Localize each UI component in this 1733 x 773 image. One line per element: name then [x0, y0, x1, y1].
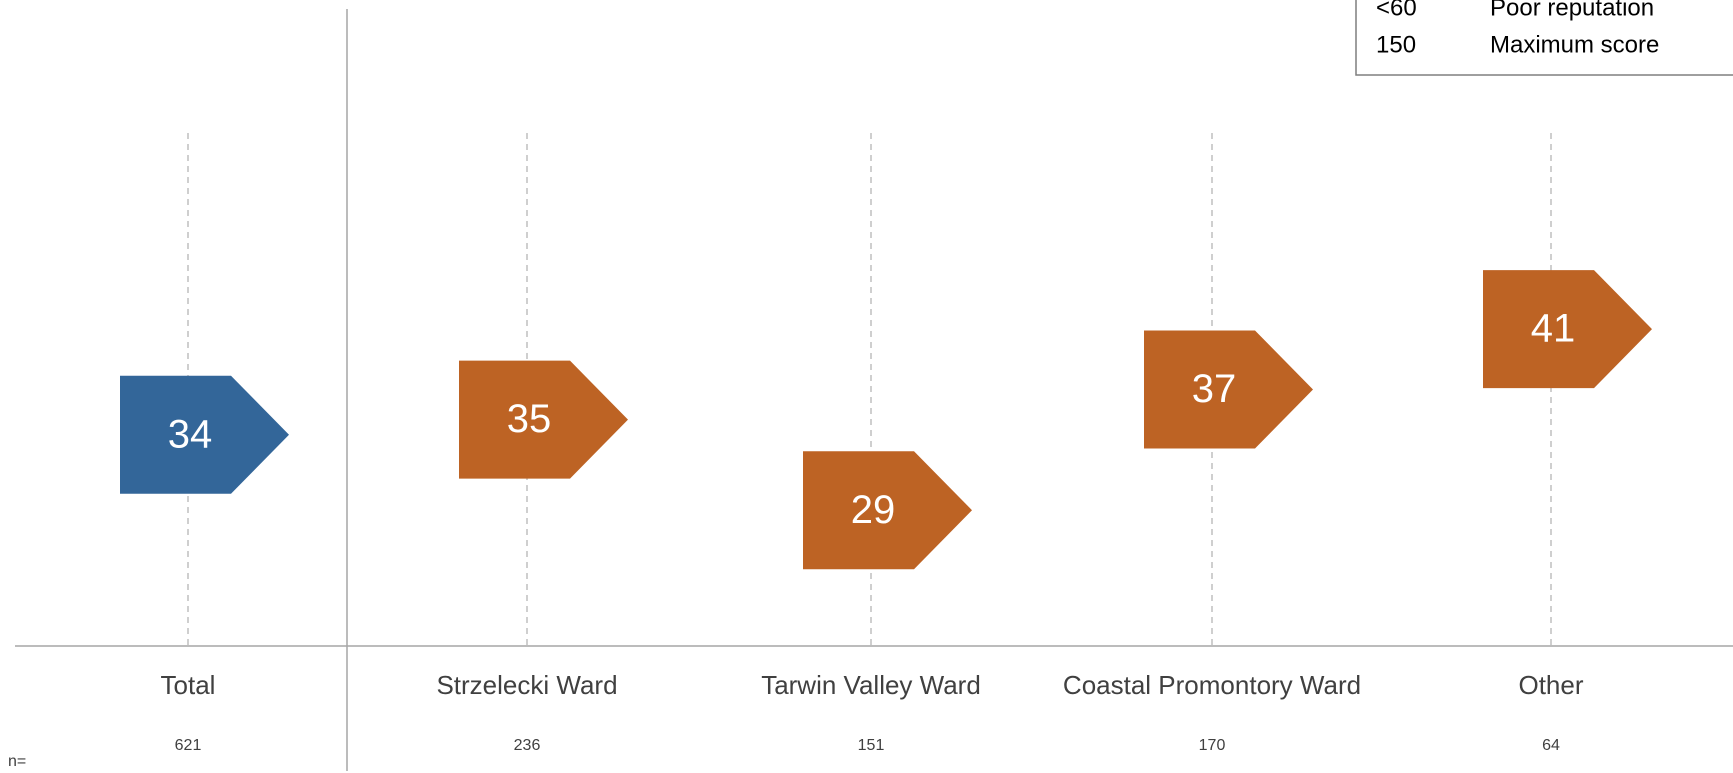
legend-text: Poor reputation — [1490, 0, 1654, 21]
category-label: Tarwin Valley Ward — [761, 670, 981, 700]
sample-size: 64 — [1542, 737, 1560, 754]
legend-box — [1355, 0, 1733, 76]
value-label: 34 — [168, 412, 213, 456]
category-label: Total — [161, 670, 216, 700]
sample-label: n= — [8, 753, 26, 770]
value-label: 29 — [851, 488, 896, 532]
sample-size: 621 — [175, 737, 202, 754]
score-marker — [803, 451, 972, 570]
category-label: Strzelecki Ward — [436, 670, 617, 700]
legend-text: Maximum score — [1490, 31, 1659, 58]
sample-size: 236 — [514, 737, 541, 754]
category-label: Other — [1518, 670, 1583, 700]
category-label: Coastal Promontory Ward — [1063, 670, 1361, 700]
value-label: 35 — [507, 397, 552, 441]
sample-size: 170 — [1199, 737, 1226, 754]
score-marker — [1483, 270, 1652, 389]
legend-text: <60 — [1376, 0, 1417, 21]
score-marker — [1144, 330, 1313, 449]
value-label: 37 — [1192, 367, 1237, 411]
sample-size: 151 — [858, 737, 885, 754]
score-marker — [120, 375, 289, 494]
legend-text: 150 — [1376, 31, 1416, 58]
value-label: 41 — [1531, 307, 1576, 351]
score-marker — [459, 360, 628, 479]
